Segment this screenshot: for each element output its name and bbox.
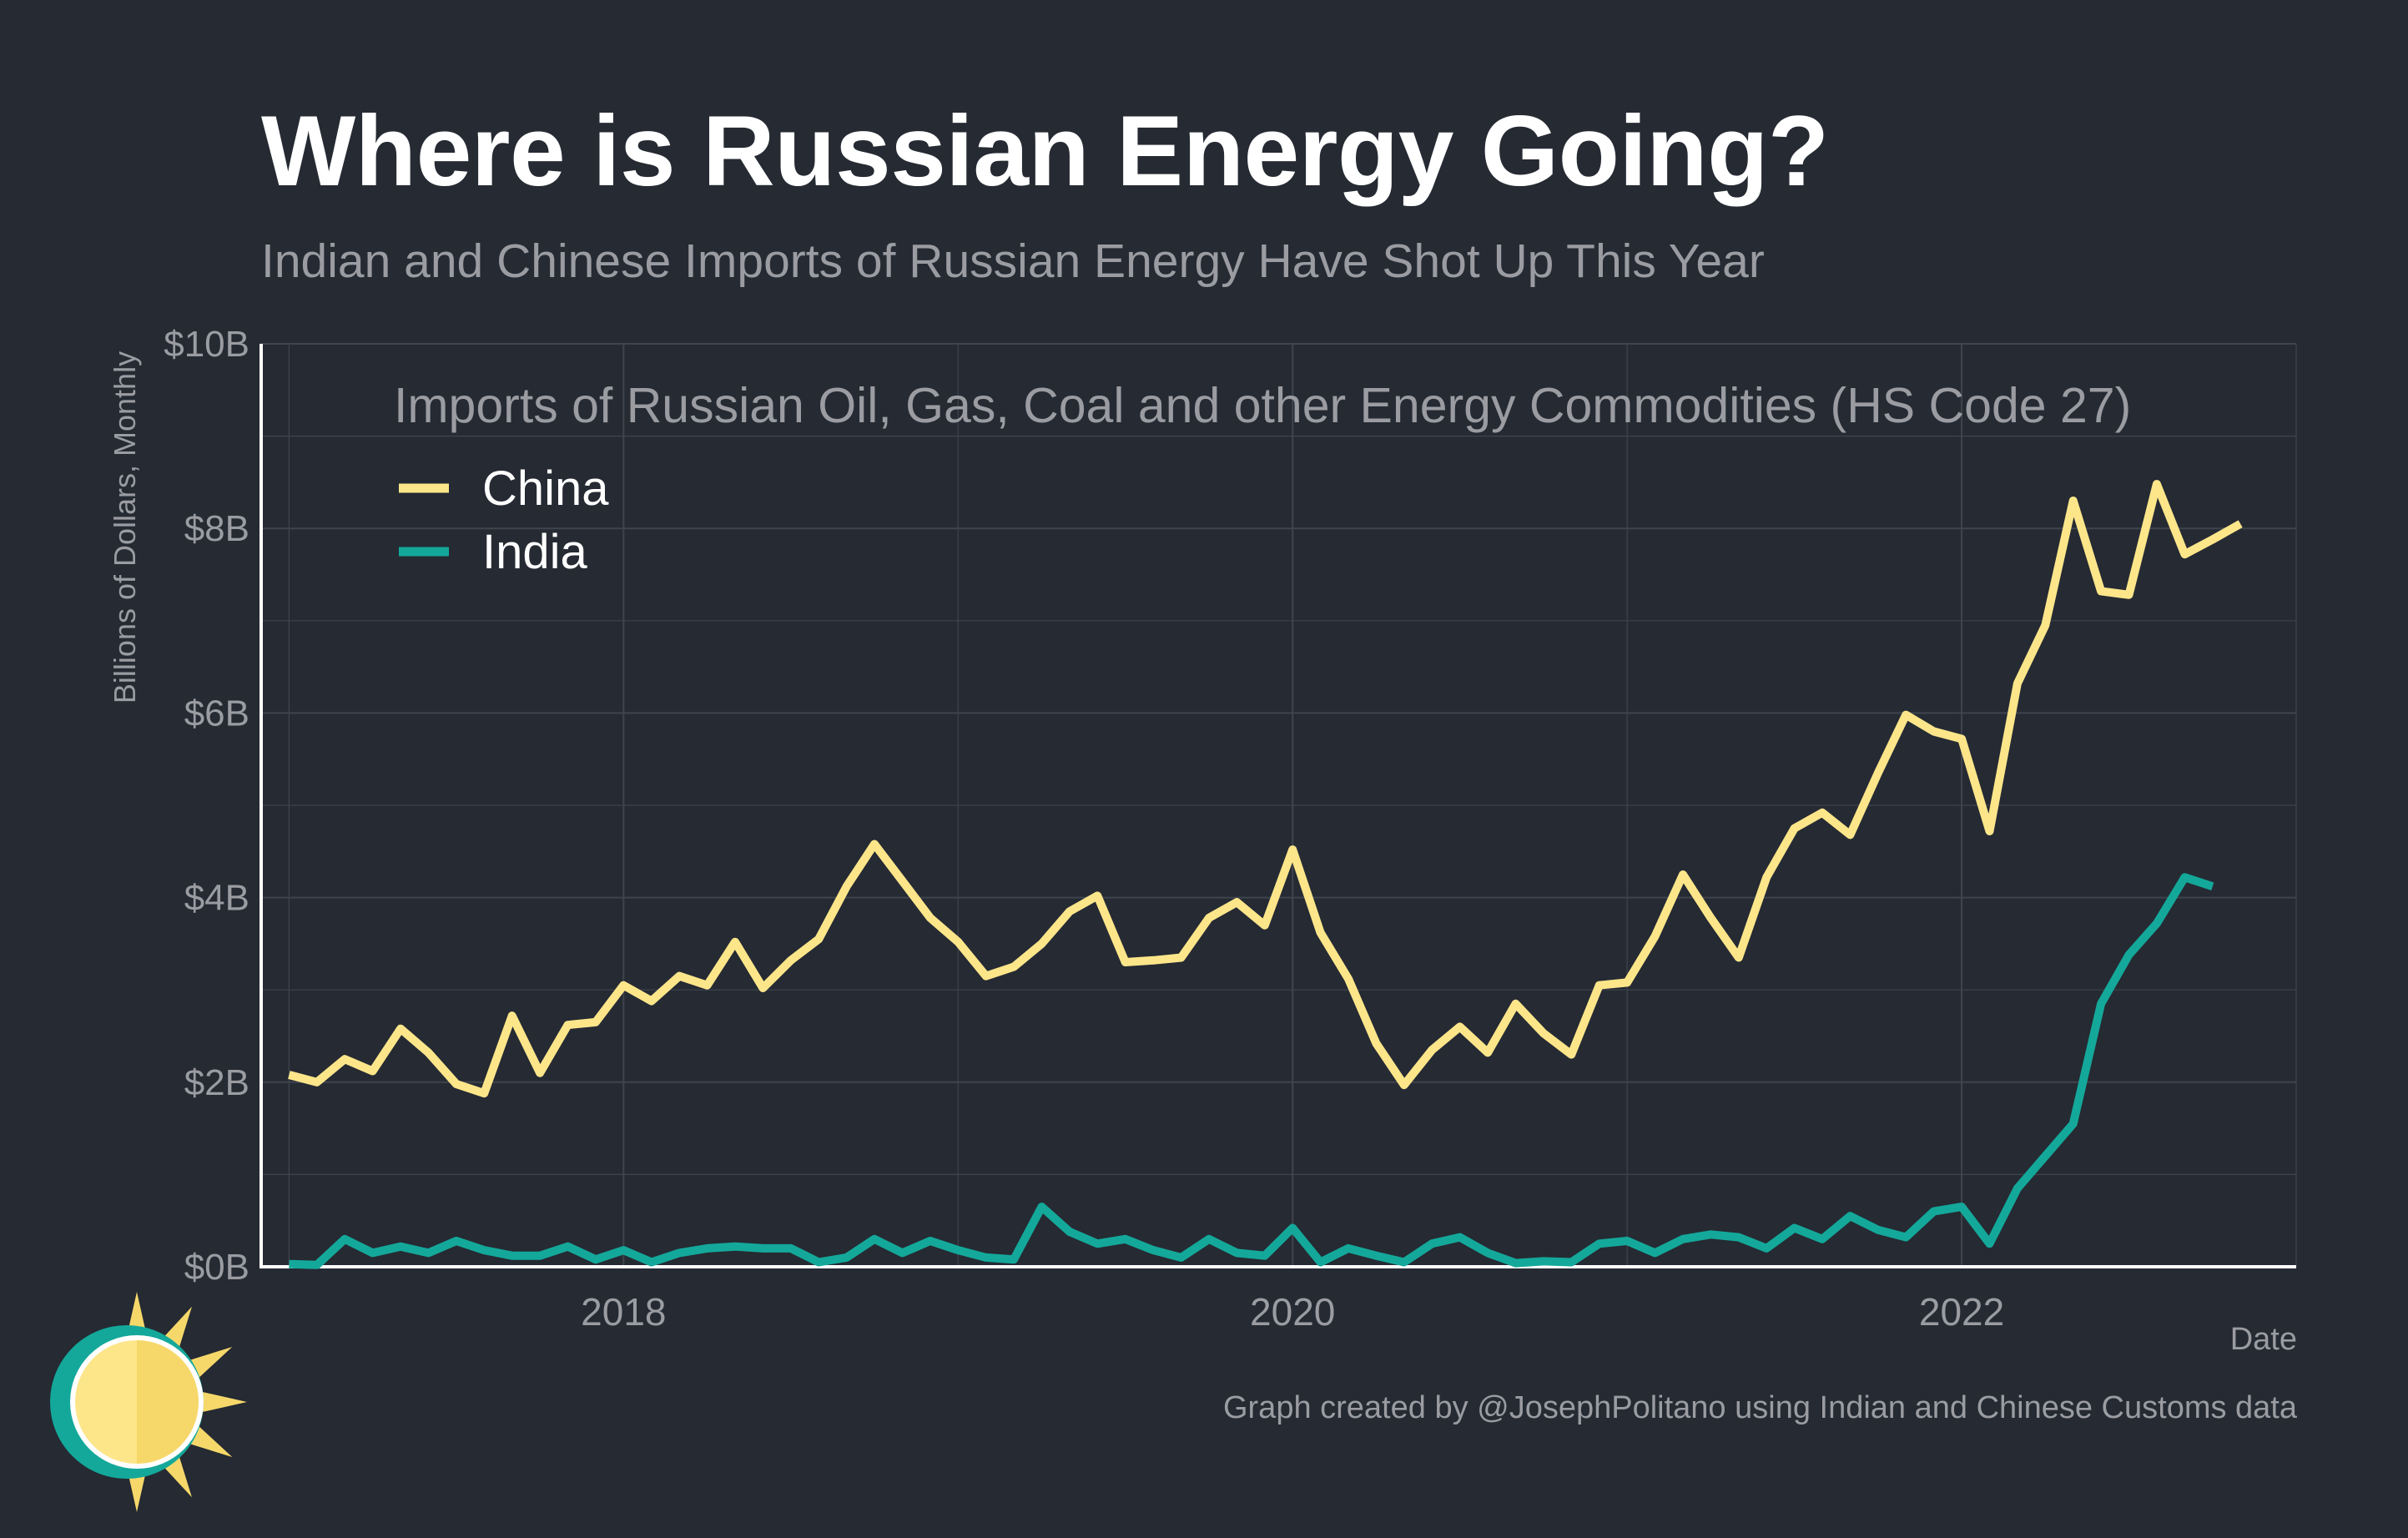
y-tick-labels: $0B $2B $4B $6B $8B $10B: [164, 324, 249, 1288]
chart-subtitle: Indian and Chinese Imports of Russian En…: [261, 234, 1765, 288]
sun-ray: [187, 1425, 233, 1457]
chart-title: Where is Russian Energy Going?: [261, 95, 1829, 207]
inner-chart-title: Imports of Russian Oil, Gas, Coal and ot…: [394, 378, 2131, 433]
sun-shadow: [137, 1340, 199, 1464]
sun-ray: [201, 1391, 247, 1413]
sun-ray: [187, 1347, 233, 1379]
x-tick-label: 2018: [581, 1290, 666, 1334]
source-caption: Graph created by @JosephPolitano using I…: [1222, 1390, 2297, 1425]
x-axis-label: Date: [2229, 1322, 2297, 1357]
x-tick-label: 2022: [1919, 1290, 2004, 1334]
series-lines: [288, 480, 2243, 1269]
legend-label-india: India: [482, 525, 588, 579]
sun-logo-icon: [50, 1292, 247, 1512]
y-tick-label: $8B: [184, 508, 249, 549]
series-line-india: [289, 873, 2214, 1269]
series-line-china: [288, 480, 2243, 1098]
legend: China India: [399, 461, 609, 579]
y-tick-label: $6B: [184, 693, 249, 734]
y-tick-label: $2B: [184, 1062, 249, 1103]
axes: [259, 344, 2296, 1268]
legend-label-china: China: [482, 461, 609, 516]
y-tick-label: $4B: [184, 878, 249, 919]
minor-gridlines: [261, 344, 2297, 1267]
y-tick-label: $10B: [164, 324, 249, 365]
y-tick-label: $0B: [184, 1247, 249, 1288]
x-tick-label: 2020: [1250, 1290, 1335, 1334]
x-tick-labels: 2018 2020 2022: [581, 1290, 2004, 1334]
